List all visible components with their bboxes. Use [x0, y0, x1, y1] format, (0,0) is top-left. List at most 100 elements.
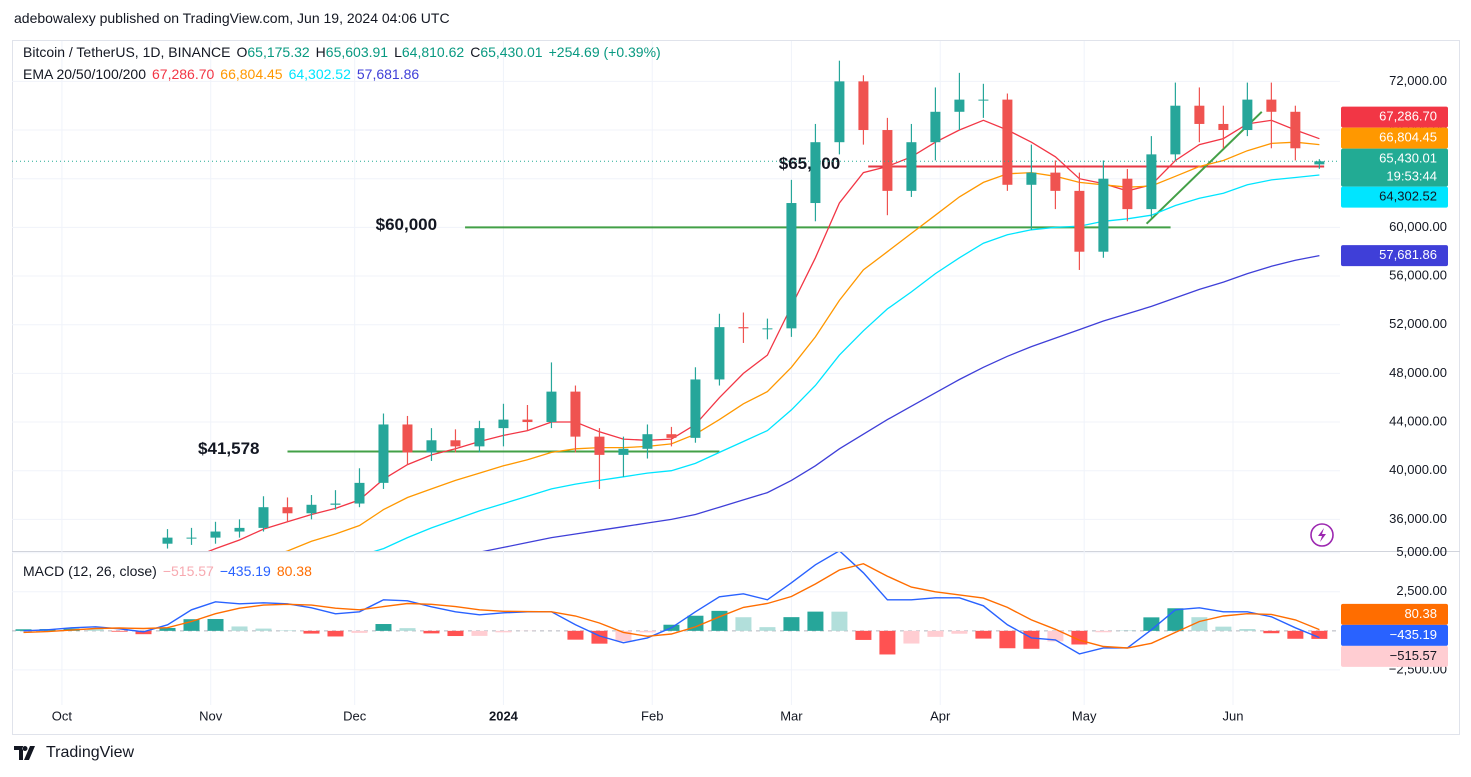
- tv-logo: [14, 746, 35, 760]
- candle-body: [1146, 154, 1157, 210]
- price-tag: [1341, 127, 1448, 149]
- histogram-bar: [351, 630, 368, 633]
- grid: [12, 41, 1340, 705]
- candle-body: [282, 507, 293, 514]
- histogram-bar: [975, 630, 992, 639]
- candle-body: [714, 327, 725, 380]
- histogram-bar: [639, 630, 656, 633]
- price-tag-label: 64,302.52: [1379, 189, 1437, 204]
- candle-body: [1122, 178, 1133, 210]
- candle-body: [258, 507, 269, 528]
- symbol-title: Bitcoin / TetherUS, 1D, BINANCE: [23, 44, 231, 60]
- candle-body: [1098, 178, 1109, 252]
- macd-pane: [12, 552, 1340, 655]
- ema-value: 66,804.45: [220, 66, 283, 82]
- histogram-bar: [1023, 630, 1040, 649]
- candle-body: [1290, 111, 1301, 149]
- y-tick-label: 40,000.00: [1389, 462, 1447, 477]
- histogram-bar: [135, 630, 152, 635]
- histogram-bar: [207, 618, 224, 631]
- ohlc-item: C65,430.01: [470, 44, 542, 60]
- macd-hist-value: −515.57: [162, 563, 214, 579]
- y-tick-label: 60,000.00: [1389, 219, 1447, 234]
- price-tag-label: −515.57: [1390, 648, 1437, 663]
- histogram-bar: [15, 629, 32, 631]
- ohlc-item: O65,175.32: [236, 44, 309, 60]
- ohlc-value: 64,810.62: [401, 44, 465, 60]
- histogram-bar: [735, 617, 752, 631]
- candle-body: [834, 81, 845, 143]
- histogram-bar: [951, 630, 968, 634]
- histogram-bar: [159, 627, 176, 631]
- histogram-bar: [399, 628, 416, 631]
- candle-body: [1026, 172, 1037, 185]
- histogram-bar: [231, 626, 248, 631]
- indicator-icon[interactable]: [1310, 523, 1334, 547]
- x-tick-label: Mar: [780, 708, 803, 723]
- histogram-bar: [927, 630, 944, 637]
- candle-body: [810, 142, 821, 204]
- ohlc-item: L64,810.62: [394, 44, 464, 60]
- histogram-bar: [495, 630, 512, 633]
- candle-body: [786, 203, 797, 329]
- price-tag-label: 67,286.70: [1379, 109, 1437, 124]
- macd-line: [23, 552, 1320, 655]
- histogram-bar: [255, 628, 272, 631]
- histogram-bar: [423, 630, 440, 634]
- candle-body: [666, 434, 677, 438]
- ohlc-value: 65,430.01: [480, 44, 543, 60]
- histogram-bar: [1311, 630, 1328, 639]
- price-tag-label: 80.38: [1404, 606, 1437, 621]
- ohlc: O65,175.32 H65,603.91 L64,810.62 C65,430.01: [236, 44, 542, 60]
- histogram-bar: [447, 630, 464, 637]
- histogram-bar: [567, 630, 584, 640]
- candle-body: [354, 482, 365, 504]
- candle-body: [402, 424, 413, 453]
- histogram-bar: [783, 617, 800, 631]
- macd-value: −435.19: [219, 563, 271, 579]
- ohlc-key: L: [394, 44, 402, 60]
- ema-value: 57,681.86: [356, 66, 420, 82]
- y-tick-label: 72,000.00: [1389, 73, 1447, 88]
- candle-body: [210, 531, 221, 538]
- price-tag-label: 66,804.45: [1379, 130, 1437, 145]
- price-tag-label: 19:53:44: [1386, 169, 1437, 184]
- histogram-bar: [1263, 630, 1280, 634]
- ema-value: 64,302.52: [288, 66, 351, 82]
- histogram-bar: [687, 615, 704, 631]
- price-tags: 67,286.70 66,804.45 65,430.01 19:53:44 64,30…: [1341, 106, 1448, 667]
- histogram-bar: [111, 630, 128, 632]
- level-label: $41,578: [198, 439, 259, 458]
- candle-body: [858, 81, 869, 131]
- axes: 36,000.00 40,000.00 44,000.00 48,000.00 52,0…: [52, 73, 1447, 724]
- histogram-bar: [1167, 608, 1184, 631]
- candle-body: [1050, 172, 1061, 191]
- price-tag: [1341, 245, 1448, 267]
- candle-body: [618, 448, 629, 455]
- histogram-bar: [1287, 630, 1304, 639]
- footer-text: TradingView: [46, 744, 135, 761]
- histogram-bar: [87, 629, 104, 631]
- candle-body: [1314, 161, 1325, 165]
- x-tick-label: Dec: [343, 708, 367, 723]
- ema-title: EMA 20/50/100/200: [23, 66, 146, 82]
- level-label: $65,000: [779, 154, 840, 173]
- y-tick-label: 2,500.00: [1396, 583, 1447, 598]
- price-pane: $65,000 $60,000 $41,578: [12, 60, 1340, 551]
- macd-value: 80.38: [276, 563, 312, 579]
- histogram-bar: [807, 611, 824, 631]
- histogram-bar: [615, 630, 632, 642]
- candle-body: [330, 503, 341, 505]
- candle-body: [450, 440, 461, 447]
- ema-line: [482, 254, 1320, 551]
- candle-body: [906, 142, 917, 191]
- histogram-bar: [471, 630, 488, 636]
- y-tick-label: 36,000.00: [1389, 511, 1447, 526]
- histogram-bar: [327, 630, 344, 637]
- tv-logo-shape: [14, 746, 35, 760]
- candle-body: [1194, 105, 1205, 124]
- histogram-bar: [1047, 630, 1064, 642]
- candle-body: [546, 391, 557, 423]
